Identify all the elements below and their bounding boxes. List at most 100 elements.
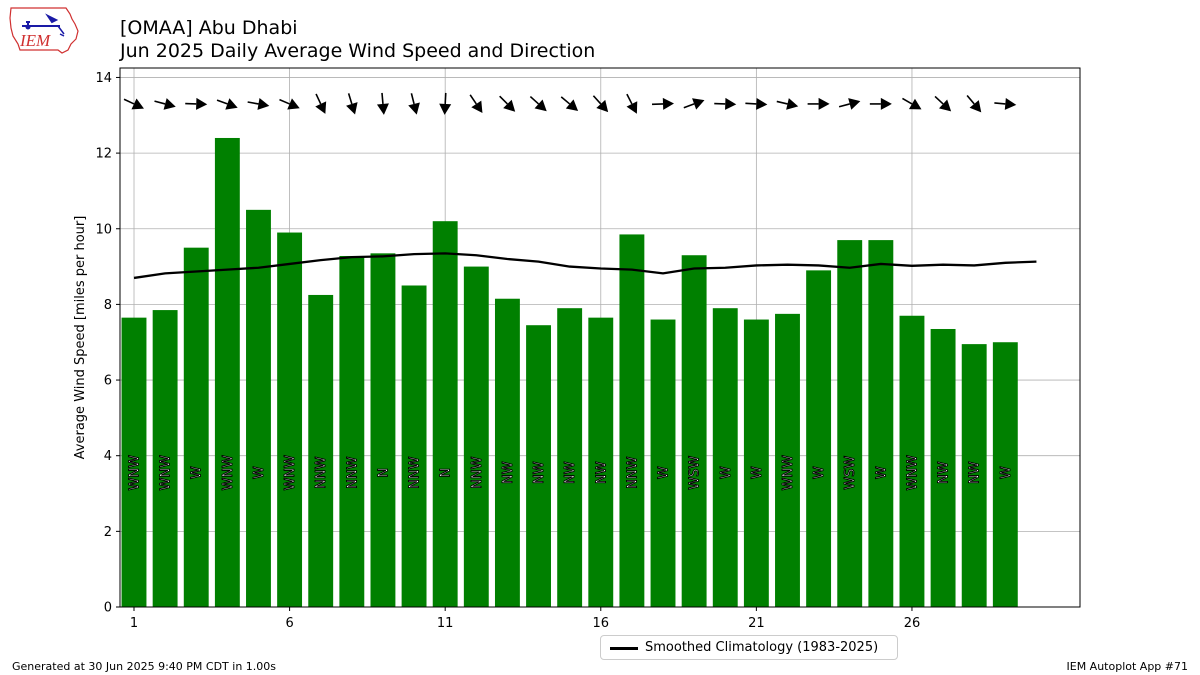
wind-arrow	[408, 93, 420, 115]
wind-arrow	[934, 95, 952, 112]
iem-logo: IEM	[9, 7, 79, 54]
y-tick-label: 8	[104, 298, 112, 313]
legend-line-swatch	[610, 647, 638, 650]
wind-arrow	[776, 98, 799, 110]
plot-frame	[119, 67, 1081, 608]
direction-label: N	[376, 468, 391, 478]
wind-arrow	[216, 98, 238, 110]
wind-arrow	[994, 97, 1017, 110]
wind-arrow	[529, 95, 547, 112]
wind-arrow	[745, 97, 768, 110]
direction-label: WNW	[221, 455, 236, 491]
y-tick-label: 0	[104, 601, 112, 616]
wind-arrow	[247, 98, 270, 110]
climatology-layer	[133, 252, 1037, 280]
wind-arrow	[499, 95, 516, 112]
direction-label: W	[657, 466, 672, 479]
x-tick-label: 1	[130, 616, 138, 631]
speed-bar	[930, 328, 956, 607]
wind-arrow	[469, 94, 483, 114]
speed-bar	[214, 137, 240, 607]
direction-label: WNW	[159, 455, 174, 491]
direction-label: WNW	[283, 455, 298, 491]
speed-bar	[183, 247, 209, 607]
speed-bar	[121, 317, 147, 607]
direction-label: W	[874, 466, 889, 479]
x-tick-label: 21	[748, 616, 765, 631]
speed-bar	[743, 319, 769, 607]
y-axis-label: Average Wind Speed [miles per hour]	[73, 216, 88, 460]
speed-bar	[557, 308, 583, 607]
speed-bar	[806, 270, 832, 607]
direction-label: WNW	[781, 455, 796, 491]
direction-label: NW	[563, 461, 578, 484]
direction-label: WSW	[688, 456, 703, 490]
direction-label: W	[190, 466, 205, 479]
wind-arrow	[902, 97, 922, 110]
direction-label: N	[439, 468, 454, 478]
speed-bar	[868, 240, 894, 608]
direction-label: NW	[594, 461, 609, 484]
y-tick-label: 10	[95, 222, 112, 237]
wind-arrow	[560, 96, 579, 112]
climatology-line	[133, 252, 1037, 280]
arrow-layer	[123, 92, 1017, 115]
speed-bar	[992, 342, 1018, 607]
legend: Smoothed Climatology (1983-2025)	[600, 635, 898, 660]
wind-arrow	[592, 95, 609, 113]
direction-label: WNW	[905, 455, 920, 491]
wind-arrow	[315, 93, 327, 114]
wind-arrow	[838, 98, 861, 110]
wind-arrow	[123, 98, 144, 110]
direction-label: WNW	[128, 455, 143, 491]
wind-arrow	[966, 94, 982, 113]
chart-title: [OMAA] Abu Dhabi	[120, 17, 298, 39]
direction-label: NNW	[470, 456, 485, 488]
wind-arrow	[185, 97, 208, 110]
wind-arrow	[279, 98, 300, 110]
direction-label: NW	[937, 461, 952, 484]
direction-label: W	[999, 466, 1014, 479]
chart-subtitle: Jun 2025 Daily Average Wind Speed and Di…	[120, 40, 596, 62]
speed-bar	[494, 298, 520, 607]
speed-bar	[588, 317, 614, 607]
direction-label: NNW	[314, 456, 329, 488]
direction-label: WSW	[843, 456, 858, 490]
speed-bar	[837, 240, 863, 608]
y-tick-label: 12	[95, 147, 112, 162]
wind-arrow	[346, 93, 358, 115]
wind-arrow	[439, 92, 452, 115]
direction-label: NNW	[345, 456, 360, 488]
wind-arrow	[626, 93, 638, 114]
speed-bar	[681, 255, 707, 608]
bar-layer	[121, 137, 1018, 608]
legend-label: Smoothed Climatology (1983-2025)	[645, 640, 879, 655]
y-tick-label: 2	[104, 525, 112, 540]
speed-bar	[246, 209, 271, 607]
direction-label-layer: WNW WNW W WNW W WNW NNW NNW N NNW N NNW NW NW NW NW NNW W…	[127, 454, 1014, 491]
speed-bar	[152, 310, 178, 607]
y-tick-label: 14	[95, 71, 112, 86]
speed-bar	[277, 232, 303, 607]
generated-note: Generated at 30 Jun 2025 9:40 PM CDT in …	[12, 660, 277, 673]
speed-bar	[370, 253, 396, 608]
x-tick-label: 26	[904, 616, 921, 631]
direction-label: NW	[501, 461, 516, 484]
speed-bar	[899, 315, 925, 607]
direction-label: W	[252, 466, 267, 479]
wind-arrow	[651, 97, 675, 110]
wind-arrow	[683, 98, 705, 110]
y-tick-label: 6	[104, 374, 112, 389]
speed-bar	[463, 266, 489, 607]
speed-bar	[961, 344, 987, 607]
wind-arrow	[154, 98, 176, 110]
y-tick-label: 4	[104, 449, 112, 464]
direction-label: NNW	[625, 456, 640, 488]
direction-label: W	[719, 466, 734, 479]
speed-bar	[619, 234, 645, 607]
x-tick-label: 6	[285, 616, 293, 631]
speed-bar	[775, 313, 800, 607]
x-tick-label: 11	[437, 616, 454, 631]
